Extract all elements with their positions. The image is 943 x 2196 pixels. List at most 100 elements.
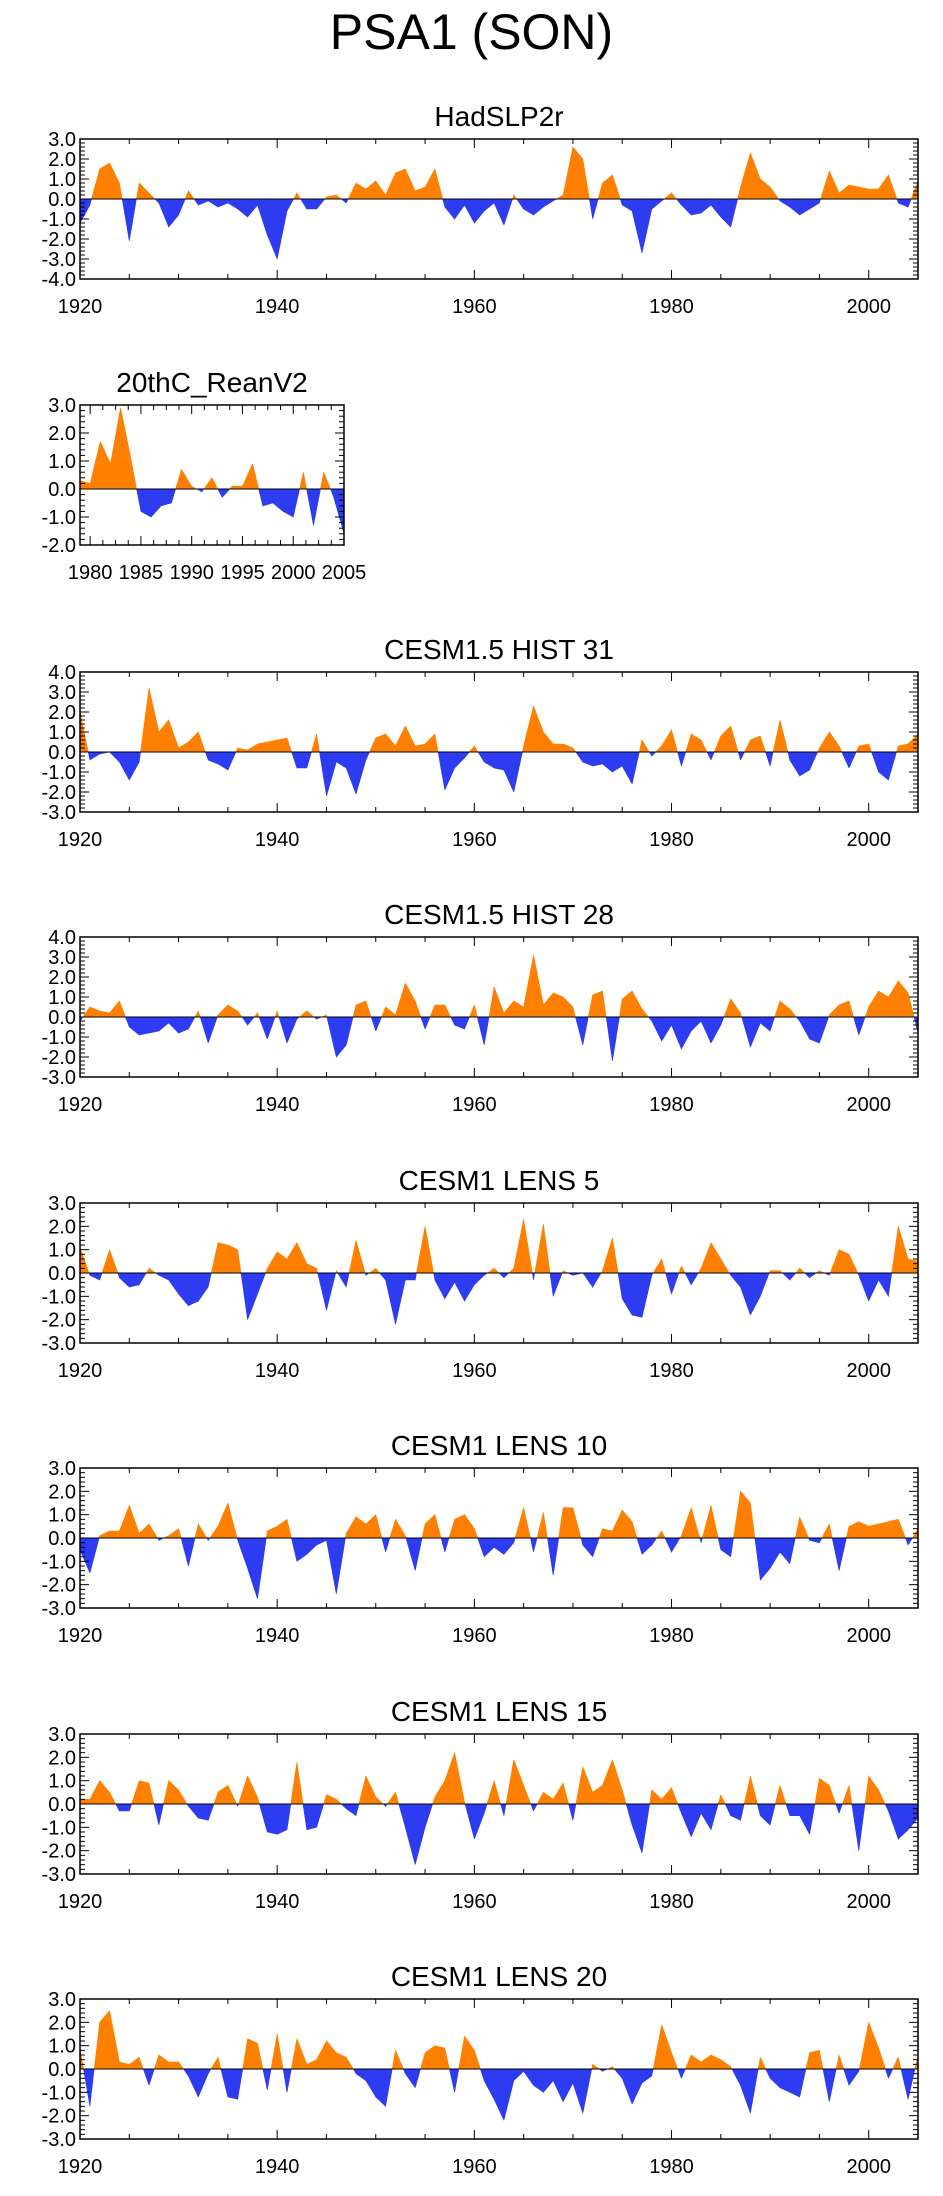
panel-6-xtick-label: 1940	[255, 1625, 300, 1647]
panel-7-xtick-label: 1980	[649, 1891, 694, 1913]
panel-6-xtick-label: 1920	[58, 1625, 103, 1647]
panel-1-ytick-label: -3.0	[42, 249, 76, 271]
panel-2-ytick-label: 1.0	[48, 451, 76, 473]
panel-5-ytick-label: 0.0	[48, 1263, 76, 1285]
panel-4-ytick-label: 0.0	[48, 1007, 76, 1029]
panel-3-negative-area	[87, 751, 897, 797]
panel-3-ytick-label: 4.0	[48, 662, 76, 684]
panel-7-xtick-label: 1960	[452, 1891, 497, 1913]
panel-8-xtick-label: 1960	[452, 2156, 497, 2178]
panel-7-ytick-label: 0.0	[48, 1794, 76, 1816]
panel-2-ytick-label: 2.0	[48, 423, 76, 445]
panel-1-ytick-label: -1.0	[42, 209, 76, 231]
panel-3-xtick-label: 1980	[649, 829, 694, 851]
panel-3-ytick-label: 3.0	[48, 682, 76, 704]
panel-5-ytick-label: -3.0	[42, 1333, 76, 1355]
panel-4-ytick-label: -2.0	[42, 1047, 76, 1069]
panel-6-ytick-label: -1.0	[42, 1551, 76, 1573]
panel-3-xtick-label: 1940	[255, 829, 300, 851]
panel-6-ytick-label: -2.0	[42, 1575, 76, 1597]
panel-1-title: HadSLP2r	[434, 101, 563, 132]
panel-8-ytick-label: 2.0	[48, 2012, 76, 2034]
panel-4-ytick-label: -1.0	[42, 1027, 76, 1049]
panel-4-xtick-label: 2000	[846, 1094, 891, 1116]
panel-4-xtick-label: 1920	[58, 1094, 103, 1116]
panel-6-ytick-label: -3.0	[42, 1598, 76, 1620]
panel-8-xtick-label: 1980	[649, 2156, 694, 2178]
panel-4-ytick-label: 4.0	[48, 927, 76, 949]
panel-5-ytick-label: -1.0	[42, 1286, 76, 1308]
panel-5: CESM1 LENS 5 3.02.01.00.0-1.0-2.0-3.0 1920…	[42, 1165, 919, 1382]
panel-6-ytick-label: 1.0	[48, 1505, 76, 1527]
panel-5-xtick-label: 1920	[58, 1360, 103, 1382]
panel-3-frame	[79, 671, 919, 813]
panel-2-ytick-label: 0.0	[48, 479, 76, 501]
panel-5-title: CESM1 LENS 5	[399, 1165, 600, 1196]
panel-4-xtick-label: 1980	[649, 1094, 694, 1116]
panel-8-title: CESM1 LENS 20	[391, 1961, 607, 1992]
panel-5-ytick-label: 2.0	[48, 1216, 76, 1238]
panel-4-xtick-label: 1940	[255, 1094, 300, 1116]
panel-5-positive-area	[79, 1219, 919, 1274]
panel-1-xtick-label: 2000	[846, 296, 891, 318]
panel-6-ytick-label: 3.0	[48, 1458, 76, 1480]
panel-3-positive-area	[79, 687, 919, 753]
panel-3: CESM1.5 HIST 31 4.03.02.01.00.0-1.0-2.0-3…	[42, 634, 919, 851]
panel-3-ytick-label: -1.0	[42, 762, 76, 784]
panel-8-xtick-label: 2000	[846, 2156, 891, 2178]
panel-7-ytick-label: -3.0	[42, 1864, 76, 1886]
panel-5-xtick-label: 1980	[649, 1360, 694, 1382]
panel-4-ytick-label: 1.0	[48, 987, 76, 1009]
panel-5-negative-area	[88, 1272, 893, 1325]
panel-7-ytick-label: 2.0	[48, 1747, 76, 1769]
panel-6-xtick-label: 1960	[452, 1625, 497, 1647]
panel-5-ytick-label: 3.0	[48, 1193, 76, 1215]
panel-4-title: CESM1.5 HIST 28	[384, 899, 614, 930]
panel-2-positive-area	[79, 407, 331, 490]
panel-4-ytick-label: 2.0	[48, 967, 76, 989]
panel-3-xtick-label: 1960	[452, 829, 497, 851]
panel-4-frame	[79, 936, 919, 1078]
panel-5-ytick-label: 1.0	[48, 1240, 76, 1262]
panel-1-ytick-label: 2.0	[48, 149, 76, 171]
panel-3-ytick-label: 0.0	[48, 742, 76, 764]
main-title: PSA1 (SON)	[329, 4, 614, 60]
panel-8-ytick-label: 1.0	[48, 2036, 76, 2058]
panel-7-negative-area	[115, 1803, 919, 1865]
panel-1-ytick-label: 0.0	[48, 189, 76, 211]
panel-7-positive-area	[79, 1752, 886, 1805]
panel-2-ytick-label: 3.0	[48, 395, 76, 417]
panel-7-ytick-label: -1.0	[42, 1817, 76, 1839]
panel-2-ytick-label: -2.0	[42, 535, 76, 557]
panel-7-title: CESM1 LENS 15	[391, 1696, 607, 1727]
panel-6: CESM1 LENS 10 3.02.01.00.0-1.0-2.0-3.0 192…	[42, 1430, 919, 1647]
panel-2-xtick-label: 1985	[119, 562, 164, 584]
panel-3-ytick-label: 2.0	[48, 702, 76, 724]
panel-1-xtick-label: 1980	[649, 296, 694, 318]
panel-8-ytick-label: 3.0	[48, 1989, 76, 2011]
panel-3-ytick-label: -3.0	[42, 802, 76, 824]
panel-1-frame	[79, 138, 919, 280]
panel-2-xtick-label: 1980	[68, 562, 113, 584]
panel-3-ytick-label: -2.0	[42, 782, 76, 804]
panel-1-positive-area	[91, 146, 919, 200]
panel-5-xtick-label: 1940	[255, 1360, 300, 1382]
panel-1-xtick-label: 1960	[452, 296, 497, 318]
panel-8-xtick-label: 1920	[58, 2156, 103, 2178]
panel-6-negative-area	[79, 1537, 913, 1599]
panel-2-title: 20thC_ReanV2	[116, 367, 307, 398]
panel-5-xtick-label: 2000	[846, 1360, 891, 1382]
panel-6-xtick-label: 2000	[846, 1625, 891, 1647]
panel-7-ytick-label: 3.0	[48, 1724, 76, 1746]
panel-2-xtick-label: 1995	[220, 562, 265, 584]
panel-8-negative-area	[83, 2068, 916, 2121]
panel-4-ytick-label: 3.0	[48, 947, 76, 969]
panel-1-ytick-label: -2.0	[42, 229, 76, 251]
panel-8-xtick-label: 1940	[255, 2156, 300, 2178]
panel-4: CESM1.5 HIST 28 4.03.02.01.00.0-1.0-2.0-3…	[42, 899, 919, 1116]
panel-2-negative-area	[136, 488, 345, 534]
panel-8-ytick-label: -3.0	[42, 2129, 76, 2151]
panel-7-xtick-label: 2000	[846, 1891, 891, 1913]
